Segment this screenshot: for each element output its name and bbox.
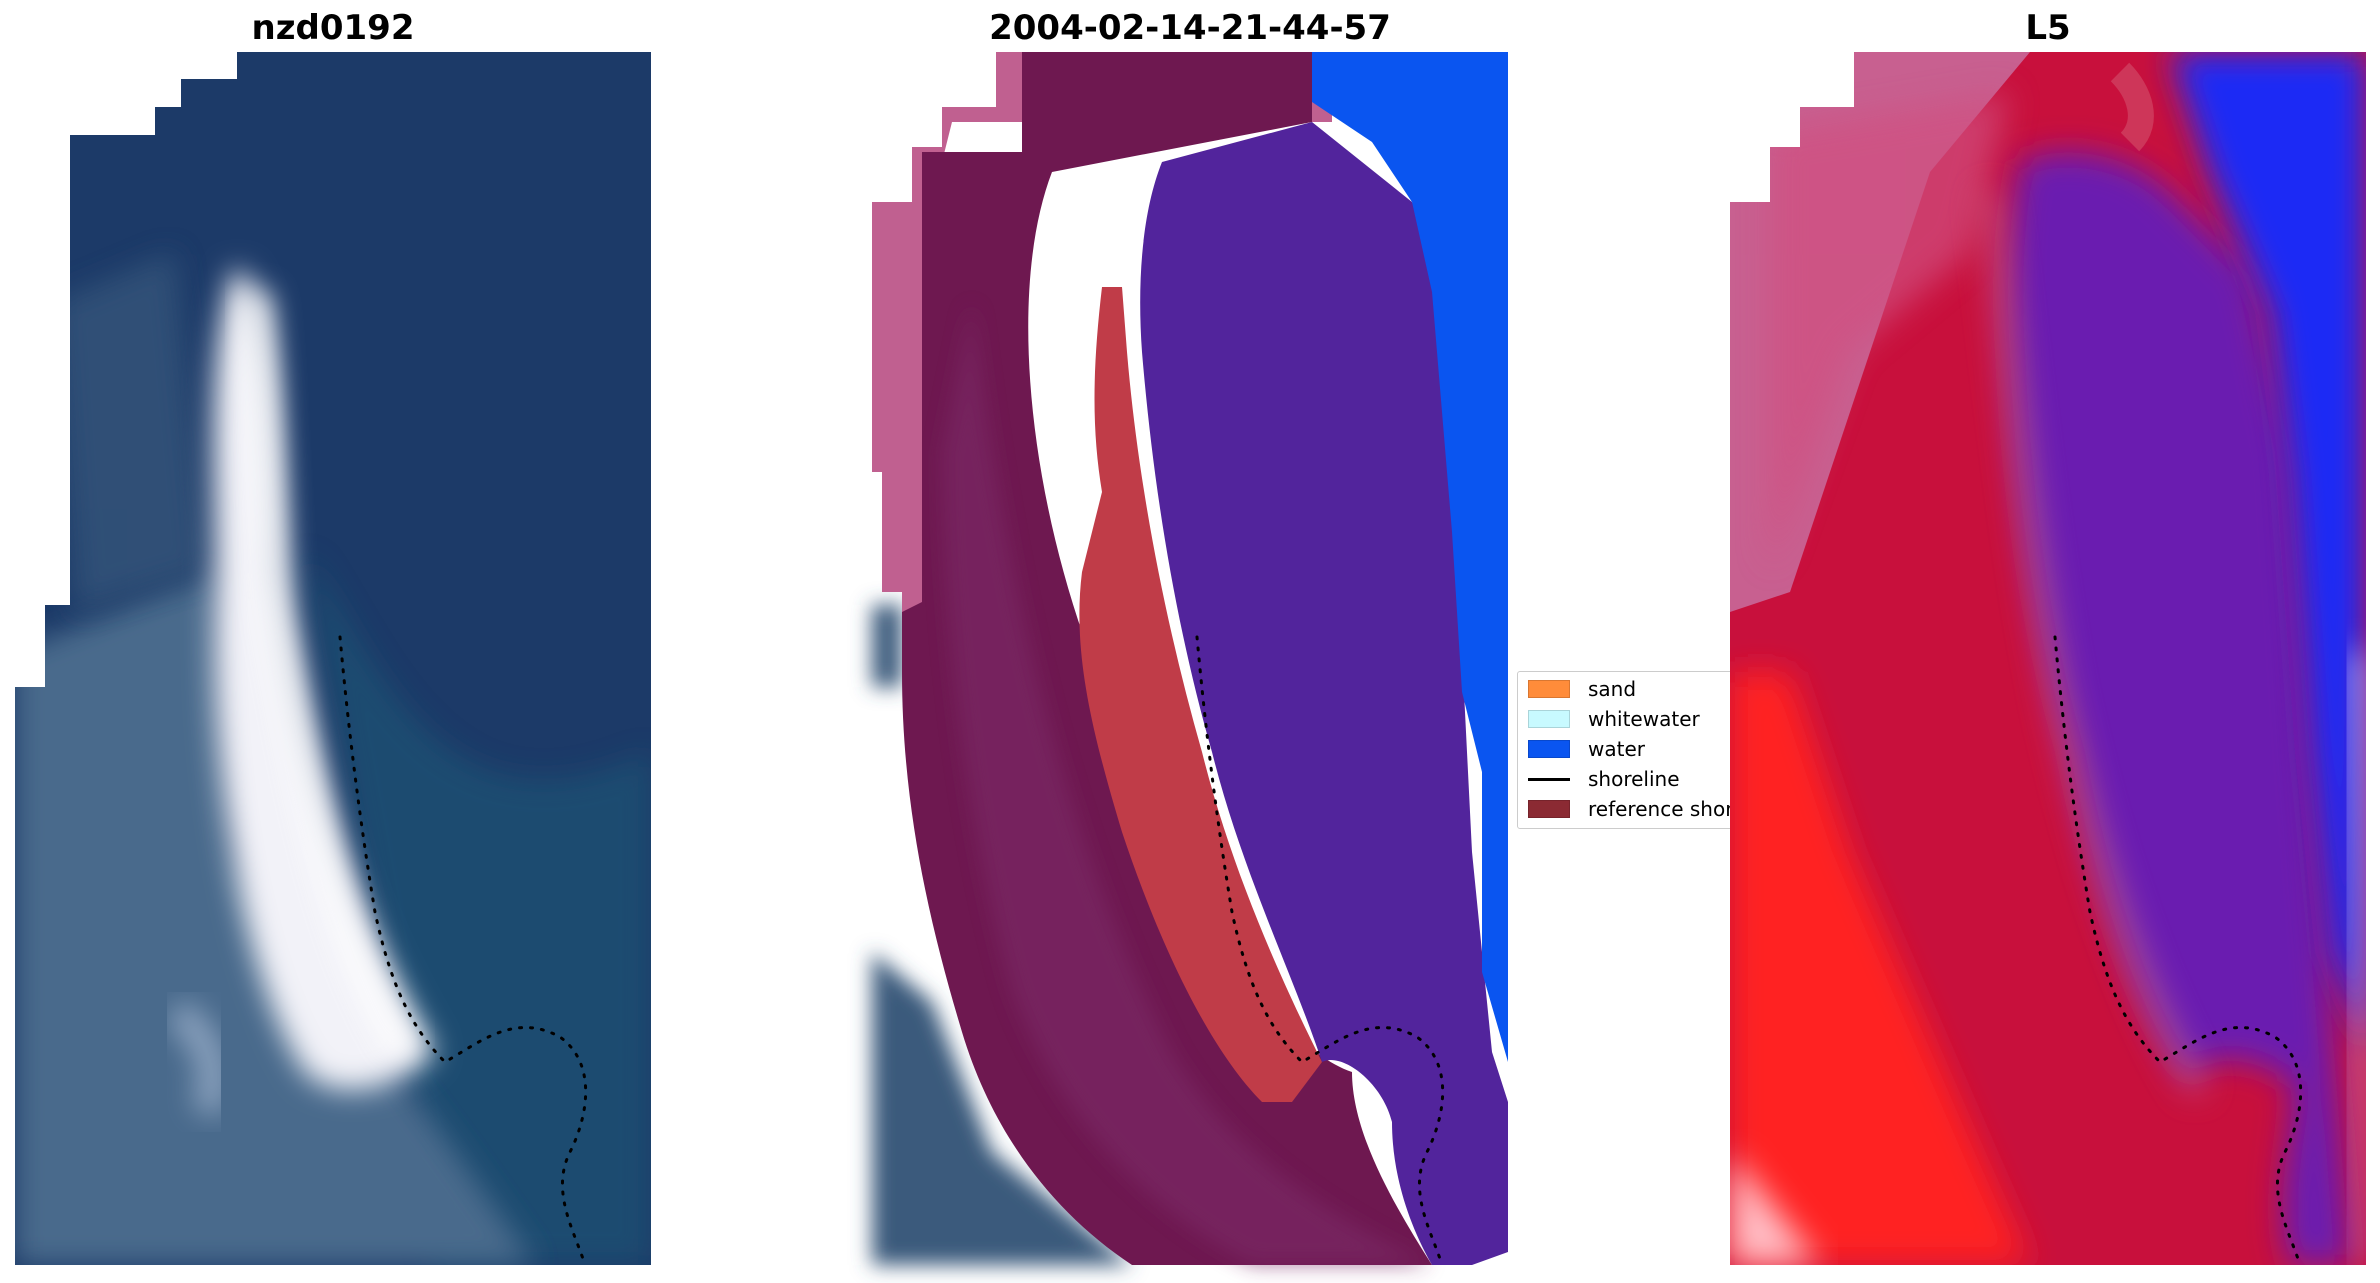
index-image-content <box>1730 52 2366 1265</box>
panel-title-index: L5 <box>2025 8 2071 48</box>
legend-item-whitewater: whitewater <box>1528 706 1700 732</box>
legend-item-water: water <box>1528 736 1645 762</box>
shoreline-line-swatch <box>1528 777 1570 781</box>
legend-label-sand: sand <box>1588 677 1637 701</box>
sand-swatch <box>1528 680 1570 698</box>
reference-shoreline-swatch <box>1528 800 1570 818</box>
index-panel <box>1730 52 2366 1267</box>
legend-label-whitewater: whitewater <box>1588 707 1700 731</box>
legend-item-sand: sand <box>1528 676 1636 702</box>
classification-panel <box>872 52 1508 1267</box>
unclassified-land <box>872 605 1132 1265</box>
water-edge-region <box>1312 52 1508 1062</box>
rgb-image <box>15 52 651 1267</box>
legend-label-water: water <box>1588 737 1645 761</box>
panel-title-rgb: nzd0192 <box>251 8 415 48</box>
index-image <box>1730 52 2366 1267</box>
water-swatch <box>1528 740 1570 758</box>
water-region <box>1140 122 1508 1265</box>
rgb-image-content <box>15 52 651 1265</box>
legend-item-shoreline: shoreline <box>1528 766 1680 792</box>
legend-label-shoreline: shoreline <box>1588 767 1680 791</box>
sand-region <box>1079 287 1322 1102</box>
rgb-image-panel <box>15 52 651 1267</box>
classification-image <box>872 52 1508 1267</box>
panel-title-classification: 2004-02-14-21-44-57 <box>989 8 1391 48</box>
whitewater-swatch <box>1528 710 1570 728</box>
